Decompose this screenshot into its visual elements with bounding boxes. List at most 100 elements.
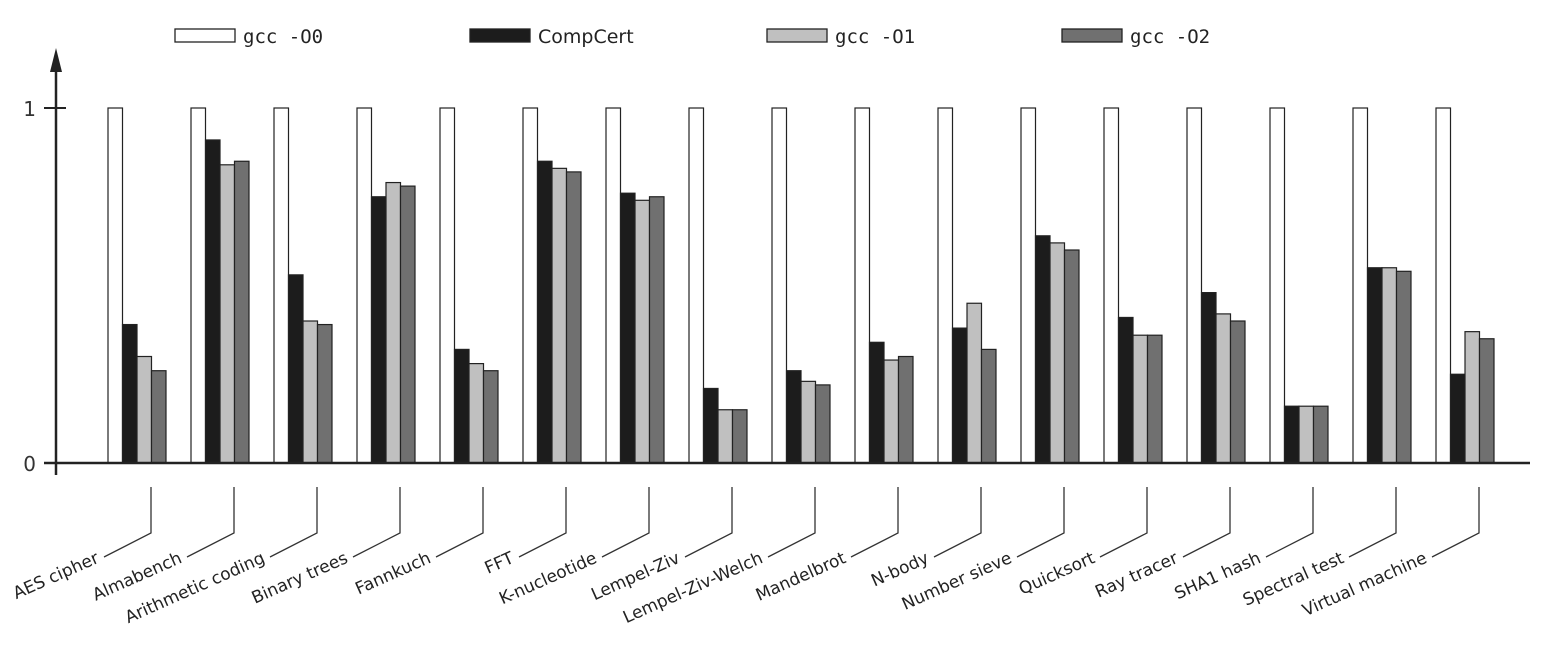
legend-swatch [1061, 28, 1123, 43]
bar-gcc-o2 [399, 185, 416, 464]
bar-gcc-o2 [482, 370, 499, 464]
bar-gcc-o2 [1146, 334, 1163, 464]
bar-gcc-o2 [316, 323, 333, 464]
bar-gcc-o0 [190, 107, 207, 464]
bar-gcc-o1 [551, 167, 568, 464]
category-leader-line [1099, 487, 1148, 558]
category-leader-line [767, 487, 816, 558]
legend-label: CompCert [538, 26, 634, 48]
category-leader-line [1431, 487, 1480, 558]
bar-gcc-o1 [136, 355, 153, 464]
bar-gcc-o2 [814, 384, 831, 464]
bar-gcc-o0 [771, 107, 788, 464]
category-leader-line [850, 487, 899, 558]
bar-gcc-o0 [1186, 107, 1203, 464]
category-label: Binary trees [249, 548, 351, 608]
category-leader-line [269, 487, 318, 558]
bar-gcc-o2 [1395, 270, 1412, 464]
category-leader-line [186, 487, 235, 558]
bar-gcc-o1 [1464, 331, 1481, 464]
category-label: Arithmetic coding [122, 548, 268, 628]
y-tick-label: 1 [23, 97, 36, 121]
bar-gcc-o2 [897, 355, 914, 464]
category-leader-line [518, 487, 567, 558]
bar-gcc-o2 [648, 196, 665, 464]
bar-gcc-o2 [731, 409, 748, 464]
bar-gcc-o0 [356, 107, 373, 464]
bar-gcc-o1 [1215, 313, 1232, 464]
bar-gcc-o0 [273, 107, 290, 464]
bar-gcc-o1 [883, 359, 900, 464]
bar-compcert [453, 348, 470, 464]
category-leader-line [933, 487, 982, 558]
bar-gcc-o1 [219, 164, 236, 464]
bar-gcc-o1 [468, 363, 485, 464]
bar-gcc-o1 [1298, 405, 1315, 464]
legend-swatch [469, 28, 531, 43]
category-leader-line [435, 487, 484, 558]
bar-compcert [1200, 292, 1217, 464]
bar-gcc-o1 [1381, 267, 1398, 464]
category-leader-line [684, 487, 733, 558]
bar-gcc-o1 [634, 199, 651, 464]
bar-gcc-o0 [854, 107, 871, 464]
bar-gcc-o0 [937, 107, 954, 464]
bar-compcert [1283, 405, 1300, 464]
category-leader-line [1016, 487, 1065, 558]
bar-gcc-o2 [1312, 405, 1329, 464]
bar-gcc-o2 [233, 160, 250, 464]
bar-gcc-o2 [1063, 249, 1080, 464]
legend-label: gcc -O1 [835, 26, 915, 48]
bar-compcert [702, 387, 719, 464]
category-leader-line [1348, 487, 1397, 558]
bar-compcert [1117, 316, 1134, 464]
category-label: Mandelbrot [753, 548, 849, 606]
bar-compcert [370, 196, 387, 464]
bar-compcert [287, 274, 304, 464]
category-leader-line [103, 487, 152, 558]
bar-gcc-o1 [966, 302, 983, 464]
bar-gcc-o1 [1132, 334, 1149, 464]
legend-swatch [766, 28, 828, 43]
bar-compcert [121, 323, 138, 464]
category-label: Lempel-Ziv-Welch [620, 548, 766, 628]
category-label: Quicksort [1016, 548, 1098, 599]
bar-gcc-o0 [107, 107, 124, 464]
bar-gcc-o0 [522, 107, 539, 464]
bar-compcert [1449, 373, 1466, 464]
bar-gcc-o0 [1020, 107, 1037, 464]
y-tick-label: 0 [23, 452, 36, 476]
bar-gcc-o1 [717, 409, 734, 464]
bar-compcert [1034, 235, 1051, 464]
bar-compcert [536, 160, 553, 464]
bar-gcc-o2 [565, 171, 582, 464]
bar-gcc-o0 [688, 107, 705, 464]
bar-gcc-o0 [1435, 107, 1452, 464]
legend-label: gcc -O0 [243, 26, 323, 48]
bar-gcc-o1 [1049, 242, 1066, 464]
category-label: Ray tracer [1092, 548, 1181, 602]
bar-compcert [868, 341, 885, 464]
bar-gcc-o2 [1478, 338, 1495, 464]
bar-gcc-o0 [1103, 107, 1120, 464]
y-axis-arrow-icon [50, 48, 62, 72]
bar-compcert [204, 139, 221, 464]
bar-gcc-o0 [1269, 107, 1286, 464]
category-leader-line [601, 487, 650, 558]
legend-swatch [174, 28, 236, 43]
bar-gcc-o2 [150, 370, 167, 464]
bar-gcc-o2 [1229, 320, 1246, 464]
bar-compcert [619, 192, 636, 464]
bar-gcc-o1 [800, 380, 817, 464]
category-leader-line [1182, 487, 1231, 558]
bar-gcc-o1 [385, 181, 402, 464]
bar-compcert [1366, 267, 1383, 464]
category-label: Fannkuch [352, 548, 434, 599]
bar-gcc-o2 [980, 348, 997, 464]
bar-gcc-o0 [439, 107, 456, 464]
category-leader-line [1265, 487, 1314, 558]
bar-compcert [951, 327, 968, 464]
category-label: AES cipher [10, 548, 102, 604]
bar-compcert [785, 370, 802, 464]
